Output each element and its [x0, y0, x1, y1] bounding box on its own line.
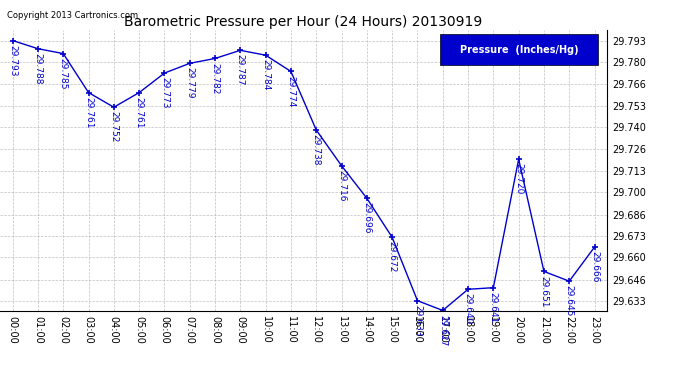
Text: 29.761: 29.761 — [84, 97, 93, 128]
Text: 29.666: 29.666 — [590, 251, 599, 283]
Text: 29.627: 29.627 — [438, 315, 447, 346]
Text: 29.696: 29.696 — [362, 202, 371, 234]
Text: 29.774: 29.774 — [286, 76, 295, 107]
FancyBboxPatch shape — [440, 34, 598, 65]
Text: 29.645: 29.645 — [564, 285, 574, 317]
Text: 29.752: 29.752 — [109, 111, 119, 143]
Text: 29.640: 29.640 — [464, 294, 473, 325]
Text: 29.785: 29.785 — [59, 58, 68, 89]
Text: 29.773: 29.773 — [160, 77, 169, 109]
Text: 29.738: 29.738 — [312, 134, 321, 166]
Text: 29.787: 29.787 — [236, 54, 245, 86]
Text: 29.651: 29.651 — [540, 276, 549, 307]
Text: Copyright 2013 Cartronics.com: Copyright 2013 Cartronics.com — [7, 11, 138, 20]
Text: 29.784: 29.784 — [261, 59, 270, 91]
Text: Pressure  (Inches/Hg): Pressure (Inches/Hg) — [460, 45, 578, 55]
Text: 29.641: 29.641 — [489, 292, 498, 323]
Text: 29.782: 29.782 — [210, 63, 219, 94]
Text: 29.793: 29.793 — [8, 45, 17, 76]
Text: 29.716: 29.716 — [337, 170, 346, 201]
Text: Barometric Pressure per Hour (24 Hours) 20130919: Barometric Pressure per Hour (24 Hours) … — [124, 15, 483, 29]
Text: 29.779: 29.779 — [185, 68, 195, 99]
Text: 29.633: 29.633 — [413, 305, 422, 336]
Text: 29.761: 29.761 — [135, 97, 144, 128]
Text: 29.672: 29.672 — [388, 242, 397, 273]
Text: 29.788: 29.788 — [33, 53, 43, 84]
Text: 29.720: 29.720 — [514, 164, 523, 195]
